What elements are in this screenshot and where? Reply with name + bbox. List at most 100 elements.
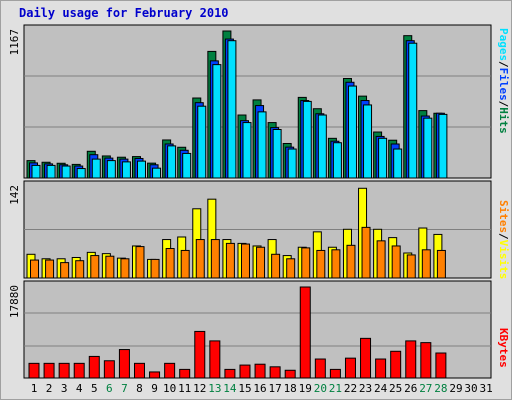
pages-bar bbox=[317, 114, 327, 179]
kbytes-bar bbox=[118, 349, 130, 379]
pages-bar bbox=[152, 167, 162, 179]
sites-bar bbox=[240, 243, 250, 279]
kbytes-bar bbox=[209, 340, 221, 379]
legend-hits: Hits bbox=[497, 107, 510, 134]
kbytes-bar bbox=[314, 358, 326, 379]
legend-separator: / bbox=[497, 61, 510, 68]
kbytes-bar bbox=[28, 362, 40, 379]
kbytes-bar bbox=[88, 355, 100, 379]
x-tick-label: 18 bbox=[284, 382, 297, 395]
sites-bar bbox=[195, 239, 205, 279]
kbytes-bar bbox=[405, 340, 417, 379]
sites-bar bbox=[135, 246, 145, 279]
pages-bar bbox=[121, 161, 131, 179]
sites-bar bbox=[150, 258, 160, 279]
legend-kbytes: KBytes bbox=[497, 328, 510, 368]
sites-bar bbox=[210, 239, 220, 279]
kbytes-bar bbox=[149, 371, 161, 379]
sites-bar bbox=[391, 245, 401, 279]
pages-bar bbox=[408, 42, 418, 179]
kbytes-bar bbox=[299, 286, 311, 379]
sites-bar bbox=[271, 253, 281, 279]
sites-bar bbox=[361, 226, 371, 279]
x-tick-label: 21 bbox=[329, 382, 342, 395]
x-tick-label: 11 bbox=[178, 382, 191, 395]
kbytes-bar bbox=[360, 337, 372, 379]
kbytes-bar bbox=[224, 368, 236, 379]
kbytes-bar bbox=[43, 362, 55, 379]
sites-bar bbox=[421, 249, 431, 279]
pages-bar bbox=[393, 148, 403, 179]
pages-bar bbox=[227, 40, 237, 179]
sites-bar bbox=[376, 240, 386, 279]
pages-bar bbox=[332, 142, 342, 179]
pages-bar bbox=[347, 85, 357, 179]
sites-bar bbox=[346, 244, 356, 279]
pages-bar bbox=[91, 158, 101, 179]
y-max-label: 1167 bbox=[8, 29, 21, 56]
pages-bar bbox=[242, 122, 252, 179]
kbytes-bar bbox=[435, 352, 447, 379]
sites-bar bbox=[316, 249, 326, 279]
sites-bar bbox=[90, 255, 100, 279]
x-tick-label: 22 bbox=[344, 382, 357, 395]
kbytes-bar bbox=[164, 362, 176, 379]
y-max-label: 142 bbox=[8, 185, 21, 205]
kbytes-bar bbox=[239, 364, 251, 379]
sites-bar bbox=[45, 259, 55, 279]
x-tick-label: 28 bbox=[434, 382, 447, 395]
pages-bar bbox=[287, 148, 297, 179]
sites-bar bbox=[30, 259, 39, 279]
legend-separator: / bbox=[497, 233, 510, 240]
pages-bar bbox=[423, 117, 433, 179]
x-tick-label: 7 bbox=[121, 382, 128, 395]
x-tick-label: 17 bbox=[268, 382, 281, 395]
x-tick-label: 30 bbox=[464, 382, 477, 395]
kbytes-bar bbox=[329, 368, 341, 379]
x-tick-label: 20 bbox=[314, 382, 327, 395]
kbytes-bar bbox=[390, 350, 402, 379]
kbytes-bar bbox=[179, 368, 191, 379]
pages-bar bbox=[167, 145, 177, 179]
x-tick-label: 13 bbox=[208, 382, 221, 395]
pages-bar bbox=[182, 152, 192, 179]
x-tick-label: 26 bbox=[404, 382, 417, 395]
legend-sites: Sites bbox=[497, 200, 510, 233]
x-tick-label: 31 bbox=[479, 382, 492, 395]
pages-bar bbox=[272, 129, 282, 179]
pages-bar bbox=[257, 111, 267, 179]
x-tick-label: 3 bbox=[61, 382, 68, 395]
pages-bar bbox=[136, 160, 146, 179]
kbytes-bar bbox=[284, 369, 296, 379]
x-tick-label: 4 bbox=[76, 382, 83, 395]
pages-bar bbox=[46, 164, 56, 179]
x-tick-label: 14 bbox=[223, 382, 237, 395]
sites-bar bbox=[406, 254, 416, 279]
pages-bar bbox=[76, 168, 86, 179]
pages-bar bbox=[31, 164, 41, 179]
kbytes-bar bbox=[103, 360, 115, 379]
x-tick-label: 16 bbox=[253, 382, 266, 395]
x-tick-label: 27 bbox=[419, 382, 432, 395]
sites-bar bbox=[225, 242, 235, 279]
pages-bar bbox=[106, 160, 116, 179]
legend-visits: Visits bbox=[497, 240, 510, 280]
legend-files: Files bbox=[497, 68, 510, 101]
sites-bar bbox=[60, 262, 70, 279]
kbytes-bar bbox=[133, 362, 145, 379]
x-tick-label: 23 bbox=[359, 382, 372, 395]
kbytes-bar bbox=[58, 362, 70, 379]
sites-bar bbox=[180, 249, 190, 279]
sites-bar bbox=[105, 255, 115, 279]
x-tick-label: 9 bbox=[151, 382, 158, 395]
sites-bar bbox=[331, 249, 341, 279]
x-tick-label: 1 bbox=[31, 382, 38, 395]
pages-bar bbox=[378, 137, 388, 179]
x-tick-label: 12 bbox=[193, 382, 206, 395]
kbytes-bar bbox=[269, 366, 281, 379]
x-tick-label: 19 bbox=[299, 382, 312, 395]
sites-bar bbox=[256, 246, 266, 279]
x-tick-label: 15 bbox=[238, 382, 251, 395]
x-tick-label: 2 bbox=[46, 382, 53, 395]
